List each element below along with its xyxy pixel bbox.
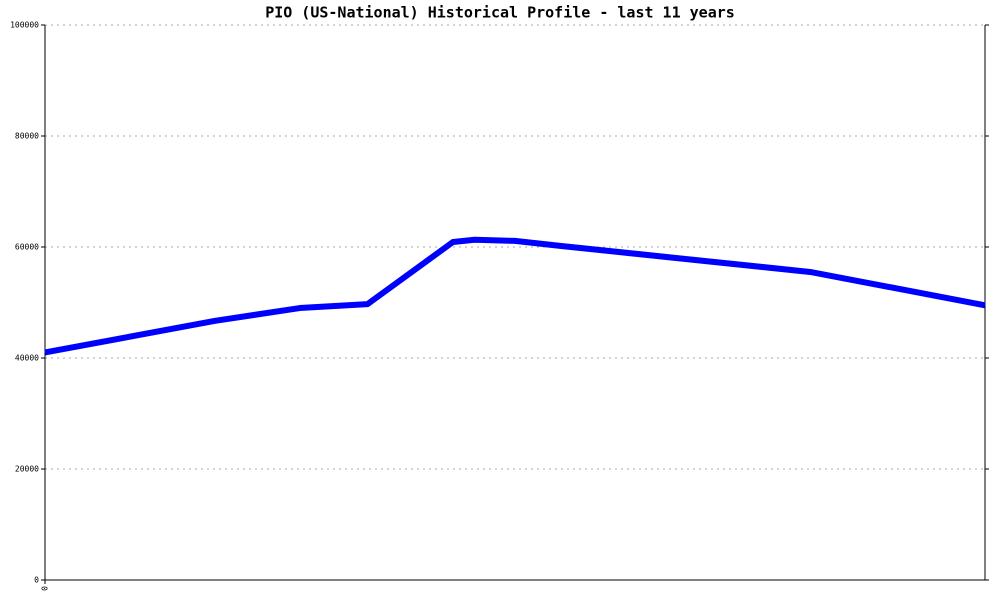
x-tick-label: 0	[41, 586, 50, 591]
y-tick-label: 0	[34, 576, 39, 585]
line	[44, 236, 986, 356]
y-tick-label: 20000	[15, 465, 39, 474]
y-tick-label: 100000	[10, 21, 39, 30]
y-tick-label: 60000	[15, 243, 39, 252]
y-tick-label: 80000	[15, 132, 39, 141]
y-tick-label: 40000	[15, 354, 39, 363]
chart-title: PIO (US-National) Historical Profile - l…	[265, 4, 735, 22]
